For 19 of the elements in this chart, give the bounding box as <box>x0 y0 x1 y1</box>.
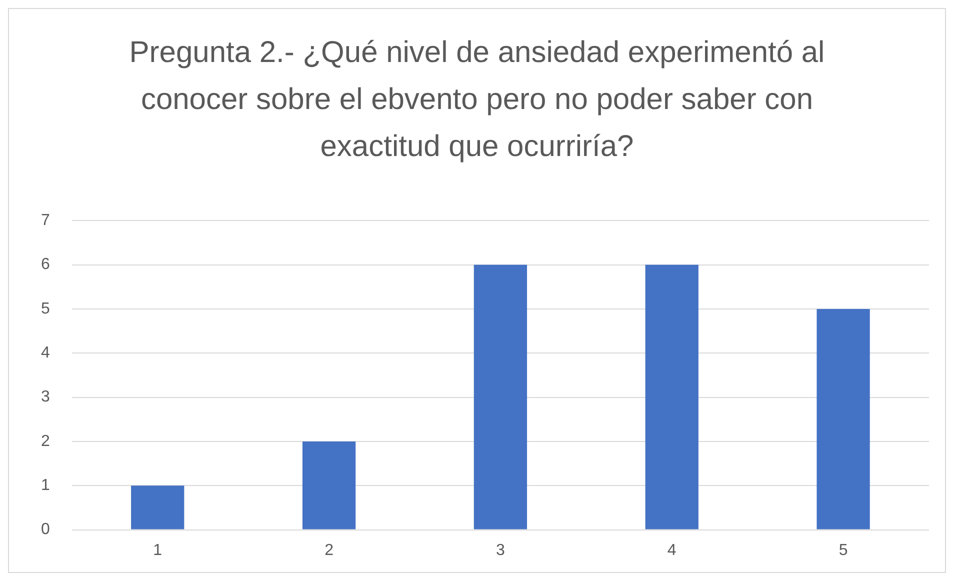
chart-title: Pregunta 2.- ¿Qué nivel de ansiedad experimentó al conocer sobre el ebvento pero no poder saber con exactitud que ocurriría? <box>128 35 826 165</box>
y-tick-label: 5 <box>40 300 50 318</box>
x-tick-label: 1 <box>153 542 162 559</box>
y-tick-label: 3 <box>40 388 50 406</box>
bar <box>131 486 184 530</box>
bar <box>645 264 698 530</box>
x-tick-label: 5 <box>838 542 848 559</box>
bar <box>302 441 356 530</box>
y-tick-label: 4 <box>40 344 50 362</box>
bar <box>474 264 528 530</box>
y-tick-label: 6 <box>40 256 50 274</box>
y-tick-label: 0 <box>40 521 50 538</box>
x-tick-label: 2 <box>324 542 334 559</box>
bar <box>816 308 870 530</box>
y-tick-label: 2 <box>40 432 50 450</box>
x-tick-label: 3 <box>496 542 505 559</box>
y-tick-label: 1 <box>40 477 50 494</box>
y-tick-label: 7 <box>40 212 50 230</box>
x-tick-label: 4 <box>667 542 676 559</box>
